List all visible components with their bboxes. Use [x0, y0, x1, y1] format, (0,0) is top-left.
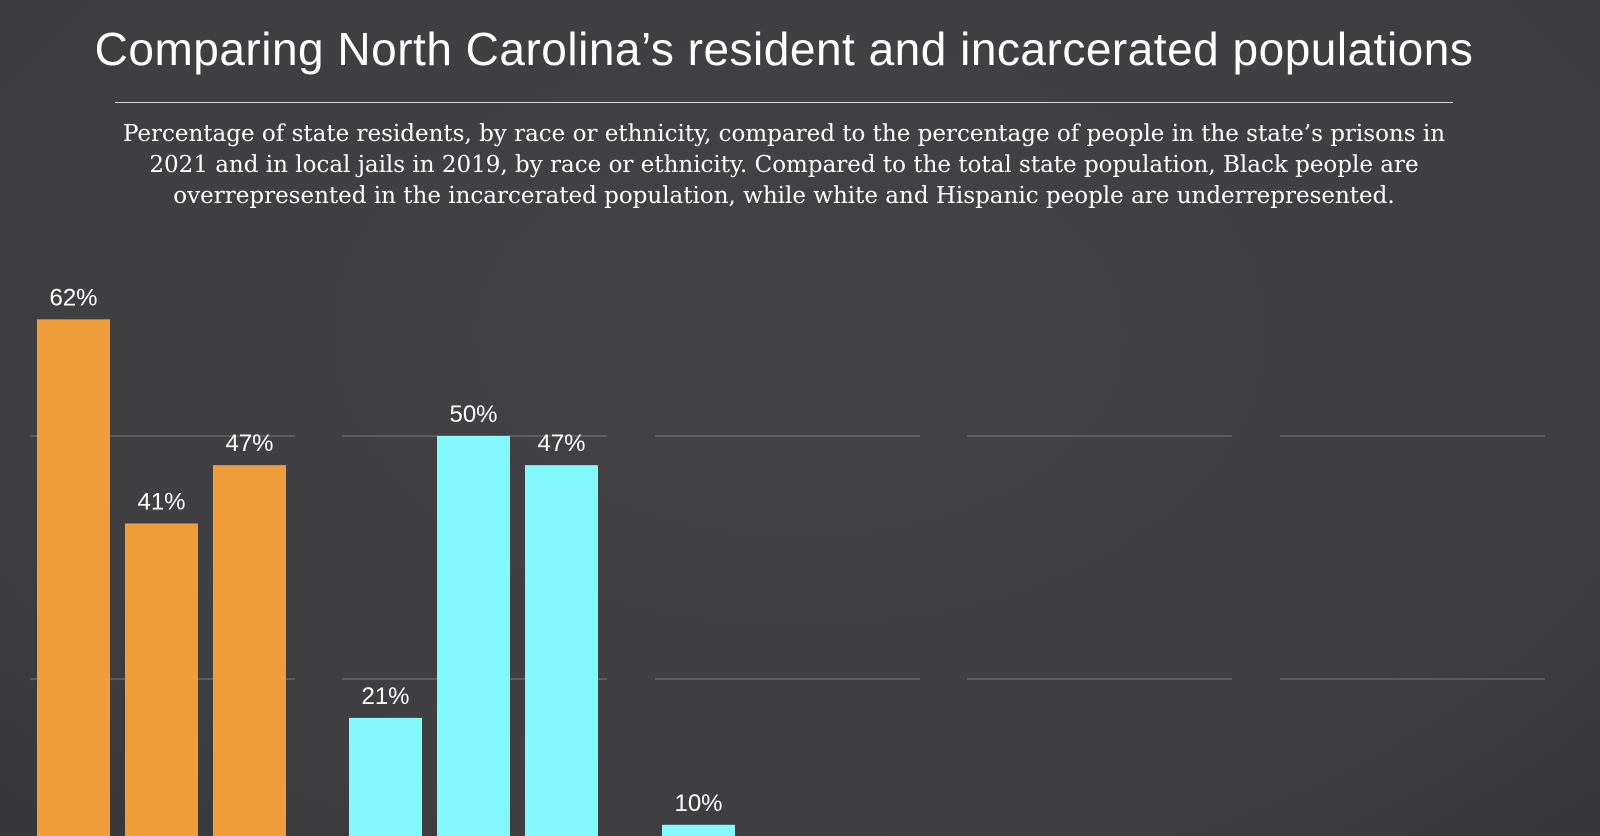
data-label: 10%: [674, 790, 722, 817]
data-label: 47%: [225, 430, 273, 457]
data-label: 50%: [449, 401, 497, 428]
data-label: 41%: [137, 488, 185, 515]
data-label: 62%: [49, 284, 97, 311]
chart-subtitle: Percentage of state residents, by race o…: [122, 121, 1446, 209]
bar: [525, 465, 598, 836]
data-label: 47%: [537, 430, 585, 457]
bar: [213, 465, 286, 836]
bar: [125, 523, 198, 836]
bar: [662, 824, 735, 836]
bar: [349, 717, 422, 836]
bar: [437, 436, 510, 836]
bar: [37, 319, 110, 836]
chart-title: Comparing North Carolina’s resident and …: [94, 23, 1474, 75]
data-label: 21%: [361, 683, 409, 710]
title-divider: [115, 102, 1453, 103]
